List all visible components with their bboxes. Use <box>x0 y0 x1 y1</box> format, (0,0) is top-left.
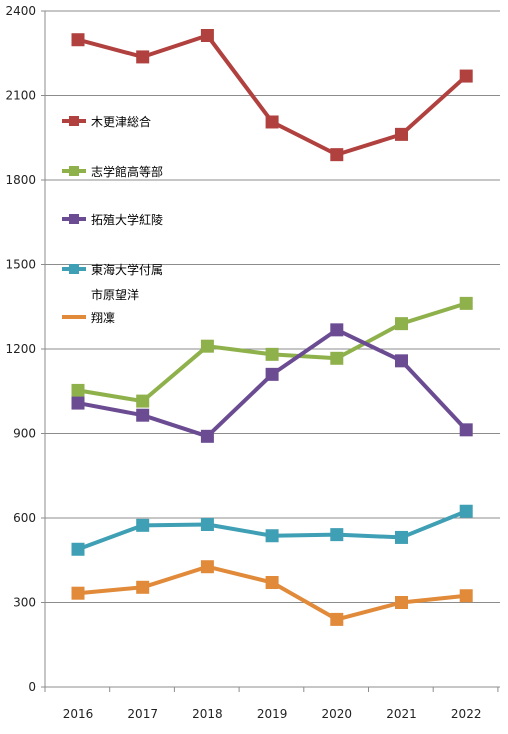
legend-label: 志学館高等部 <box>91 164 163 179</box>
y-tick-label: 900 <box>13 427 36 441</box>
legend-marker <box>69 214 79 224</box>
legend-label: 東海大学付属 <box>91 262 163 277</box>
x-tick-label: 2019 <box>257 707 288 721</box>
y-tick-label: 1800 <box>5 173 36 187</box>
series-point <box>459 589 473 603</box>
series-point <box>395 127 408 141</box>
series-point <box>265 115 279 129</box>
series-point <box>71 542 85 556</box>
series-lines <box>71 29 473 626</box>
y-tick-label: 0 <box>28 680 36 694</box>
y-tick-label: 600 <box>13 511 36 525</box>
legend-label: 市原望洋 <box>91 287 139 302</box>
legend-label: 翔凜 <box>91 310 115 325</box>
series-point <box>395 317 408 331</box>
series-point <box>265 347 279 361</box>
legend-label: 拓殖大学紅陵 <box>91 212 163 227</box>
series-point <box>330 323 344 337</box>
y-tick-label: 300 <box>13 596 36 610</box>
legend-marker <box>69 166 79 176</box>
x-tick-label: 2016 <box>63 707 94 721</box>
series-point <box>265 367 279 381</box>
series-point <box>71 383 85 397</box>
series-point <box>200 29 214 43</box>
series-point <box>200 560 214 574</box>
series-point <box>136 394 150 408</box>
legend-label: 木更津総合 <box>91 114 151 129</box>
y-tick-label: 2400 <box>5 4 36 18</box>
series-point <box>395 354 408 368</box>
series-point <box>459 69 473 83</box>
series-point <box>71 586 85 600</box>
series-point <box>200 339 214 353</box>
series-point <box>330 148 344 162</box>
legend-marker <box>69 116 79 126</box>
series-point <box>265 576 279 590</box>
axes: 0 300 600 900 1200 1500 1800 2100 2400 2016 2017 20… <box>5 4 500 721</box>
series-point <box>330 351 344 365</box>
series-point <box>136 408 150 422</box>
x-tick-label: 2018 <box>192 707 223 721</box>
x-tick-label: 2020 <box>322 707 353 721</box>
y-tick-label: 1500 <box>5 258 36 272</box>
series-point <box>395 530 408 544</box>
x-tick-label: 2017 <box>127 707 158 721</box>
y-tick-label: 1200 <box>5 342 36 356</box>
series-point <box>136 518 150 532</box>
series-point <box>200 517 214 531</box>
series-point <box>459 423 473 437</box>
series-point <box>71 33 85 47</box>
series-point <box>200 429 214 443</box>
series-point <box>71 396 85 410</box>
x-tick-label: 2021 <box>386 707 417 721</box>
legend-marker <box>69 264 79 274</box>
series-point <box>136 50 150 64</box>
series-point <box>330 528 344 542</box>
series-point <box>265 529 279 543</box>
series-point <box>395 596 408 609</box>
series-point <box>459 504 473 518</box>
series-point <box>459 296 473 310</box>
y-tick-label: 2100 <box>5 89 36 103</box>
series-point <box>330 612 344 626</box>
x-tick-label: 2022 <box>451 707 482 721</box>
series-point <box>136 580 150 594</box>
gridlines <box>45 10 500 603</box>
